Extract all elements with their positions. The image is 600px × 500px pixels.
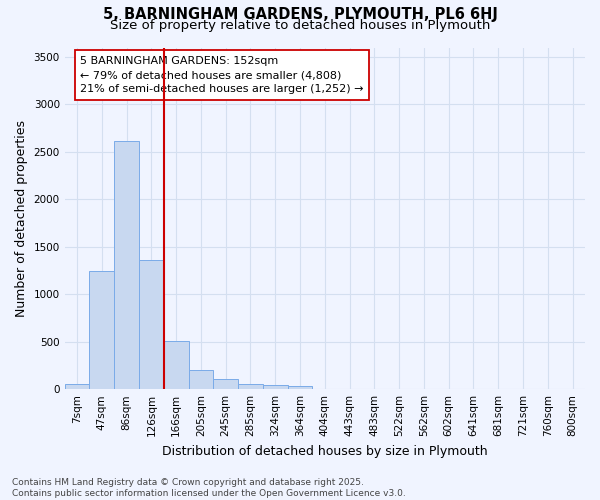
Bar bbox=[263, 385, 287, 389]
Bar bbox=[214, 378, 238, 389]
Text: Contains HM Land Registry data © Crown copyright and database right 2025.
Contai: Contains HM Land Registry data © Crown c… bbox=[12, 478, 406, 498]
Text: Size of property relative to detached houses in Plymouth: Size of property relative to detached ho… bbox=[110, 19, 490, 32]
Bar bbox=[188, 370, 214, 389]
Text: 5 BARNINGHAM GARDENS: 152sqm
← 79% of detached houses are smaller (4,808)
21% of: 5 BARNINGHAM GARDENS: 152sqm ← 79% of de… bbox=[80, 56, 364, 94]
Bar bbox=[114, 142, 139, 389]
Y-axis label: Number of detached properties: Number of detached properties bbox=[15, 120, 28, 317]
Bar bbox=[238, 384, 263, 389]
Bar bbox=[139, 260, 164, 389]
Bar bbox=[65, 384, 89, 389]
X-axis label: Distribution of detached houses by size in Plymouth: Distribution of detached houses by size … bbox=[162, 444, 488, 458]
Bar bbox=[287, 386, 313, 389]
Bar bbox=[89, 270, 114, 389]
Bar bbox=[164, 342, 188, 389]
Text: 5, BARNINGHAM GARDENS, PLYMOUTH, PL6 6HJ: 5, BARNINGHAM GARDENS, PLYMOUTH, PL6 6HJ bbox=[103, 8, 497, 22]
